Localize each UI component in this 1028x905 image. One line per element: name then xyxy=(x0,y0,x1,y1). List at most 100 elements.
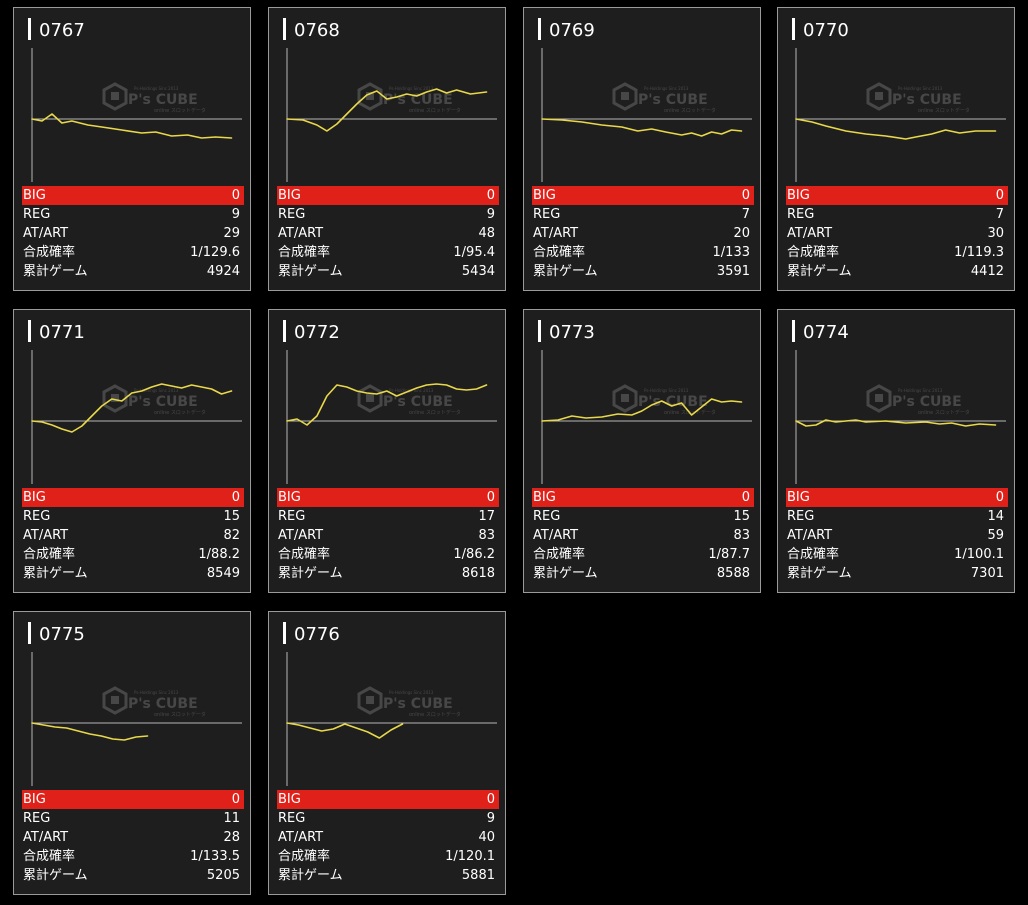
stat-row-probability: 合成確率 1/119.3 xyxy=(786,243,1008,262)
watermark-brand: P's CUBE xyxy=(128,696,198,712)
slump-line xyxy=(286,383,488,426)
watermark-line-bottom: online スロットデータ xyxy=(664,107,716,114)
watermark-brand: P's CUBE xyxy=(892,92,962,108)
stat-row-reg: REG 9 xyxy=(22,205,244,224)
machine-card[interactable]: 0772 P's CUBE Ps-Holdings Sinc 2013 onli… xyxy=(268,309,506,593)
stat-label-big: BIG xyxy=(23,490,46,505)
slump-line xyxy=(31,383,233,433)
stat-value-big: 0 xyxy=(741,188,750,203)
stat-value-big: 0 xyxy=(486,792,495,807)
machine-card[interactable]: 0776 P's CUBE Ps-Holdings Sinc 2013 onli… xyxy=(268,611,506,895)
stat-row-reg: REG 9 xyxy=(277,205,499,224)
watermark-brand: P's CUBE xyxy=(383,696,453,712)
slump-line xyxy=(31,722,149,741)
slump-graph: P's CUBE Ps-Holdings Sinc 2013 online スロ… xyxy=(286,48,497,182)
stat-row-probability: 合成確率 1/100.1 xyxy=(786,545,1008,564)
cube-logo-icon xyxy=(866,82,892,111)
stat-value-big: 0 xyxy=(231,188,240,203)
machine-card[interactable]: 0767 P's CUBE Ps-Holdings Sinc 2013 onli… xyxy=(13,7,251,291)
machine-number: 0774 xyxy=(803,322,849,343)
stat-value-at-art: 83 xyxy=(733,528,750,543)
stat-label-probability: 合成確率 xyxy=(23,547,76,562)
stat-label-at-art: AT/ART xyxy=(278,528,324,543)
watermark-line-bottom: online スロットデータ xyxy=(409,711,461,718)
stat-value-probability: 1/100.1 xyxy=(954,547,1004,562)
watermark-line-bottom: online スロットデータ xyxy=(409,409,461,416)
stat-label-total-games: 累計ゲーム xyxy=(787,566,852,581)
watermark-brand: P's CUBE xyxy=(383,92,453,108)
watermark-brand: P's CUBE xyxy=(128,394,198,410)
stat-value-probability: 1/86.2 xyxy=(453,547,495,562)
stat-row-reg: REG 15 xyxy=(532,507,754,526)
slump-line xyxy=(541,118,743,137)
watermark-brand: P's CUBE xyxy=(638,92,708,108)
machine-card[interactable]: 0771 P's CUBE Ps-Holdings Sinc 2013 onli… xyxy=(13,309,251,593)
stat-label-at-art: AT/ART xyxy=(23,830,69,845)
cube-logo-icon xyxy=(102,82,128,111)
slump-graph: P's CUBE Ps-Holdings Sinc 2013 online スロ… xyxy=(286,350,497,484)
stat-row-at-art: AT/ART 82 xyxy=(22,526,244,545)
stat-row-big: BIG 0 xyxy=(277,186,499,205)
stat-value-reg: 15 xyxy=(733,509,750,524)
stat-label-at-art: AT/ART xyxy=(787,528,833,543)
stat-row-at-art: AT/ART 20 xyxy=(532,224,754,243)
stat-value-reg: 11 xyxy=(223,811,240,826)
stat-row-total-games: 累計ゲーム 5434 xyxy=(277,262,499,281)
stat-label-at-art: AT/ART xyxy=(23,226,69,241)
stat-label-probability: 合成確率 xyxy=(23,849,76,864)
machine-card[interactable]: 0773 P's CUBE Ps-Holdings Sinc 2013 onli… xyxy=(523,309,761,593)
machine-card[interactable]: 0774 P's CUBE Ps-Holdings Sinc 2013 onli… xyxy=(777,309,1015,593)
stat-value-probability: 1/120.1 xyxy=(445,849,495,864)
stat-value-big: 0 xyxy=(231,490,240,505)
slump-graph: P's CUBE Ps-Holdings Sinc 2013 online スロ… xyxy=(795,350,1006,484)
machine-card[interactable]: 0775 P's CUBE Ps-Holdings Sinc 2013 onli… xyxy=(13,611,251,895)
stat-label-probability: 合成確率 xyxy=(787,547,840,562)
stat-row-reg: REG 7 xyxy=(786,205,1008,224)
watermark-brand: P's CUBE xyxy=(383,394,453,410)
watermark-line-bottom: online スロットデータ xyxy=(409,107,461,114)
watermark-line-top: Ps-Holdings Sinc 2013 xyxy=(898,86,943,91)
title-accent-bar xyxy=(538,320,541,342)
stats-table: BIG 0 REG 9 AT/ART 29 合成確率 1/129.6 累計ゲーム… xyxy=(22,186,244,281)
stat-value-at-art: 59 xyxy=(987,528,1004,543)
stat-value-at-art: 29 xyxy=(223,226,240,241)
machine-card[interactable]: 0769 P's CUBE Ps-Holdings Sinc 2013 onli… xyxy=(523,7,761,291)
stat-row-probability: 合成確率 1/95.4 xyxy=(277,243,499,262)
stat-value-reg: 9 xyxy=(231,207,240,222)
stat-row-at-art: AT/ART 40 xyxy=(277,828,499,847)
title-accent-bar xyxy=(792,320,795,342)
slump-graph: P's CUBE Ps-Holdings Sinc 2013 online スロ… xyxy=(31,652,242,786)
stat-value-reg: 7 xyxy=(741,207,750,222)
title-accent-bar xyxy=(538,18,541,40)
stat-label-reg: REG xyxy=(278,509,306,524)
machine-card[interactable]: 0770 P's CUBE Ps-Holdings Sinc 2013 onli… xyxy=(777,7,1015,291)
watermark-line-bottom: online スロットデータ xyxy=(918,409,970,416)
machine-number: 0776 xyxy=(294,624,340,645)
watermark-logo: P's CUBE Ps-Holdings Sinc 2013 online スロ… xyxy=(612,384,716,416)
cube-logo-icon xyxy=(102,686,128,715)
stat-row-reg: REG 9 xyxy=(277,809,499,828)
slump-line xyxy=(286,88,488,132)
stat-label-reg: REG xyxy=(533,509,561,524)
stat-row-probability: 合成確率 1/87.7 xyxy=(532,545,754,564)
stat-label-reg: REG xyxy=(23,207,51,222)
stat-label-probability: 合成確率 xyxy=(278,547,331,562)
stat-row-total-games: 累計ゲーム 8588 xyxy=(532,564,754,583)
stat-value-probability: 1/119.3 xyxy=(954,245,1004,260)
stat-row-big: BIG 0 xyxy=(277,488,499,507)
machine-number: 0770 xyxy=(803,20,849,41)
stat-row-probability: 合成確率 1/129.6 xyxy=(22,243,244,262)
machine-card[interactable]: 0768 P's CUBE Ps-Holdings Sinc 2013 onli… xyxy=(268,7,506,291)
watermark-brand: P's CUBE xyxy=(638,394,708,410)
stat-value-big: 0 xyxy=(741,490,750,505)
watermark-brand: P's CUBE xyxy=(128,92,198,108)
stat-row-probability: 合成確率 1/133.5 xyxy=(22,847,244,866)
stat-row-reg: REG 7 xyxy=(532,205,754,224)
stat-label-big: BIG xyxy=(23,188,46,203)
stats-table: BIG 0 REG 14 AT/ART 59 合成確率 1/100.1 累計ゲー… xyxy=(786,488,1008,583)
stat-value-big: 0 xyxy=(486,188,495,203)
stats-table: BIG 0 REG 15 AT/ART 82 合成確率 1/88.2 累計ゲーム… xyxy=(22,488,244,583)
stat-label-total-games: 累計ゲーム xyxy=(23,264,88,279)
watermark-logo: P's CUBE Ps-Holdings Sinc 2013 online スロ… xyxy=(357,82,461,114)
slump-graph: P's CUBE Ps-Holdings Sinc 2013 online スロ… xyxy=(795,48,1006,182)
